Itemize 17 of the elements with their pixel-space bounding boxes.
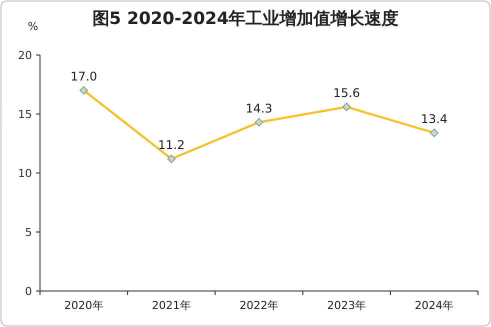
data-label: 15.6 bbox=[333, 86, 360, 100]
y-tick-label: 10 bbox=[18, 167, 32, 180]
data-label: 17.0 bbox=[70, 69, 98, 84]
data-label: 14.3 bbox=[246, 101, 272, 116]
data-label: 11.2 bbox=[158, 138, 185, 152]
data-label: 13.4 bbox=[420, 112, 448, 126]
y-axis-title: % bbox=[28, 20, 38, 33]
x-tick-label: 2022年 bbox=[240, 299, 278, 312]
y-tick-label: 15 bbox=[18, 108, 32, 121]
x-tick-label: 2024年 bbox=[414, 299, 454, 312]
x-tick-label: 2020年 bbox=[64, 299, 104, 312]
y-tick-label: 5 bbox=[25, 226, 32, 239]
chart-title: 图5 2020-2024年工业增加值增长速度 bbox=[92, 9, 399, 29]
y-tick-label: 20 bbox=[18, 49, 32, 62]
x-tick-label: 2021年 bbox=[152, 299, 191, 312]
x-tick-label: 2023年 bbox=[327, 299, 366, 312]
y-tick-label: 0 bbox=[25, 285, 32, 298]
